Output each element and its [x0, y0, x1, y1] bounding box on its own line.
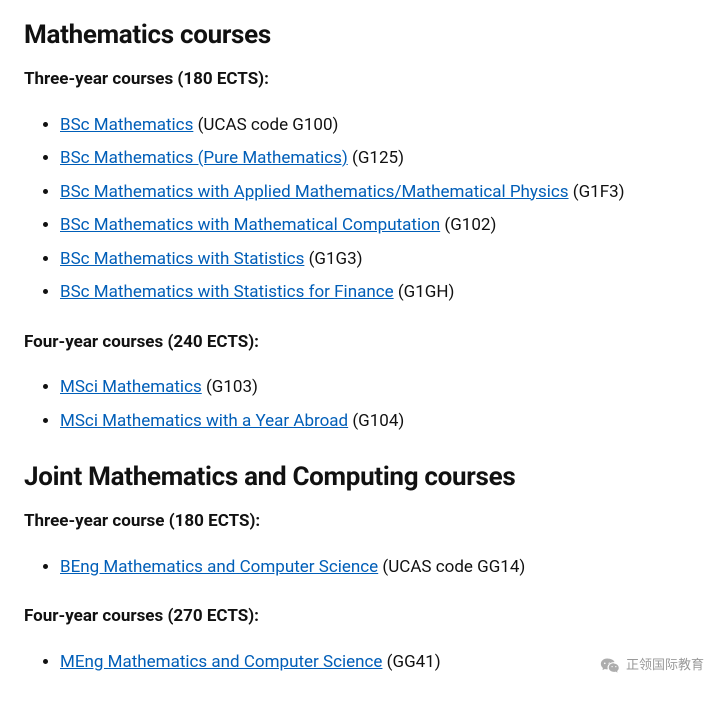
- course-link[interactable]: BSc Mathematics (Pure Mathematics): [60, 148, 348, 168]
- course-link[interactable]: BSc Mathematics with Statistics for Fina…: [60, 282, 394, 302]
- list-item: BSc Mathematics with Mathematical Comput…: [60, 213, 696, 239]
- group-title: Four-year courses (270 ECTS):: [24, 604, 696, 630]
- course-link[interactable]: BSc Mathematics with Mathematical Comput…: [60, 215, 440, 235]
- course-code: (G103): [206, 377, 258, 397]
- group-title: Four-year courses (240 ECTS):: [24, 330, 696, 356]
- course-code: (G104): [352, 411, 404, 431]
- list-item: BSc Mathematics with Applied Mathematics…: [60, 180, 696, 206]
- course-code: (G1GH): [398, 282, 455, 302]
- course-code: (G102): [444, 215, 496, 235]
- course-link[interactable]: BSc Mathematics with Statistics: [60, 249, 304, 269]
- course-list: BEng Mathematics and Computer Science (U…: [24, 555, 696, 581]
- course-code: (G1G3): [309, 249, 363, 269]
- course-list: MSci Mathematics (G103) MSci Mathematics…: [24, 375, 696, 434]
- list-item: BSc Mathematics with Statistics (G1G3): [60, 247, 696, 273]
- list-item: BSc Mathematics (Pure Mathematics) (G125…: [60, 146, 696, 172]
- list-item: MSci Mathematics (G103): [60, 375, 696, 401]
- list-item: MSci Mathematics with a Year Abroad (G10…: [60, 409, 696, 435]
- course-code: (UCAS code G100): [198, 115, 339, 135]
- wechat-watermark: 正领国际教育: [600, 656, 704, 676]
- course-link[interactable]: BSc Mathematics: [60, 115, 193, 135]
- course-code: (UCAS code GG14): [382, 557, 525, 577]
- course-link[interactable]: MSci Mathematics with a Year Abroad: [60, 411, 348, 431]
- list-item: BSc Mathematics with Statistics for Fina…: [60, 280, 696, 306]
- course-code: (G1F3): [573, 182, 625, 202]
- group-title: Three-year course (180 ECTS):: [24, 509, 696, 535]
- course-link[interactable]: MSci Mathematics: [60, 377, 202, 397]
- watermark-text: 正领国际教育: [626, 656, 704, 676]
- section-heading: Joint Mathematics and Computing courses: [24, 458, 696, 497]
- course-link[interactable]: BEng Mathematics and Computer Science: [60, 557, 378, 577]
- list-item: BSc Mathematics (UCAS code G100): [60, 113, 696, 139]
- course-list: MEng Mathematics and Computer Science (G…: [24, 650, 696, 676]
- wechat-icon: [600, 656, 620, 676]
- course-link[interactable]: BSc Mathematics with Applied Mathematics…: [60, 182, 569, 202]
- section-heading: Mathematics courses: [24, 16, 696, 55]
- list-item: BEng Mathematics and Computer Science (U…: [60, 555, 696, 581]
- course-code: (G125): [352, 148, 404, 168]
- course-list: BSc Mathematics (UCAS code G100) BSc Mat…: [24, 113, 696, 306]
- course-link[interactable]: MEng Mathematics and Computer Science: [60, 652, 382, 672]
- course-code: (GG41): [387, 652, 441, 672]
- group-title: Three-year courses (180 ECTS):: [24, 67, 696, 93]
